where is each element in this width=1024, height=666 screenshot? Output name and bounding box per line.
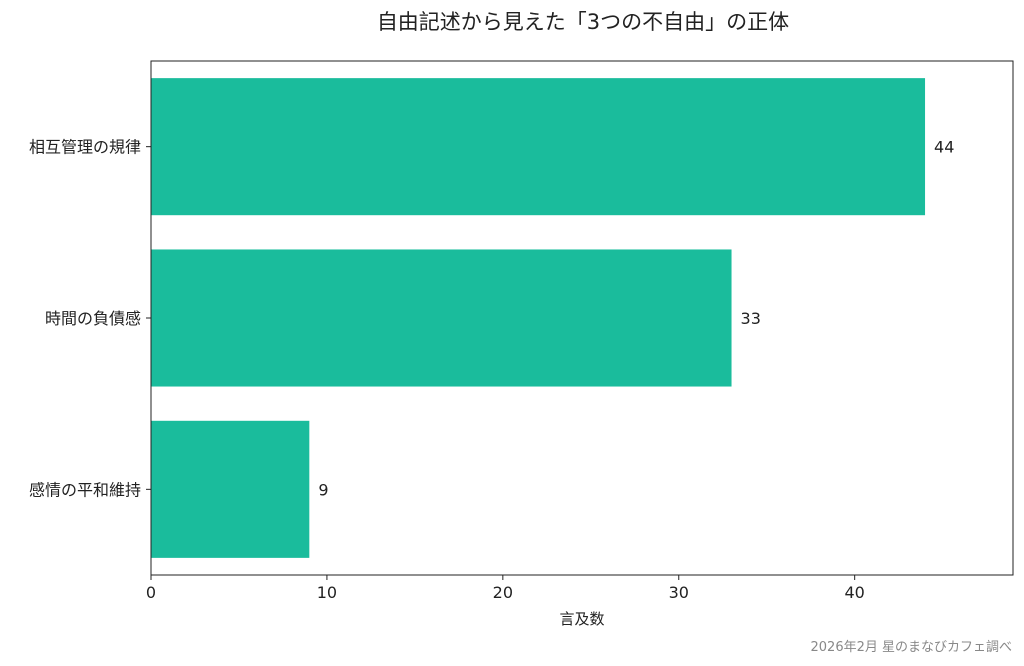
chart-title: 自由記述から見えた「3つの不自由」の正体 — [377, 10, 789, 34]
x-tick-label: 20 — [493, 583, 513, 602]
x-tick-label: 40 — [844, 583, 864, 602]
category-label: 時間の負債感 — [45, 309, 141, 328]
x-tick-label: 10 — [317, 583, 337, 602]
data-labels-group: 44 33 9 — [318, 138, 954, 500]
x-ticks-group: 0 10 20 30 40 — [146, 575, 865, 602]
bar-3 — [151, 420, 310, 558]
x-axis-label: 言及数 — [559, 610, 604, 628]
bars-group — [151, 78, 926, 558]
data-label: 33 — [741, 309, 761, 328]
x-tick-label: 30 — [669, 583, 689, 602]
x-tick-label: 0 — [146, 583, 156, 602]
category-label: 感情の平和維持 — [29, 480, 141, 499]
bar-2 — [151, 249, 732, 387]
plot-frame — [150, 60, 1014, 576]
category-label: 相互管理の規律 — [29, 138, 141, 157]
bar-1 — [151, 78, 926, 216]
source-note: 2026年2月 星のまなびカフェ調べ — [811, 640, 1013, 655]
data-label: 44 — [934, 138, 954, 157]
data-label: 9 — [318, 480, 328, 499]
